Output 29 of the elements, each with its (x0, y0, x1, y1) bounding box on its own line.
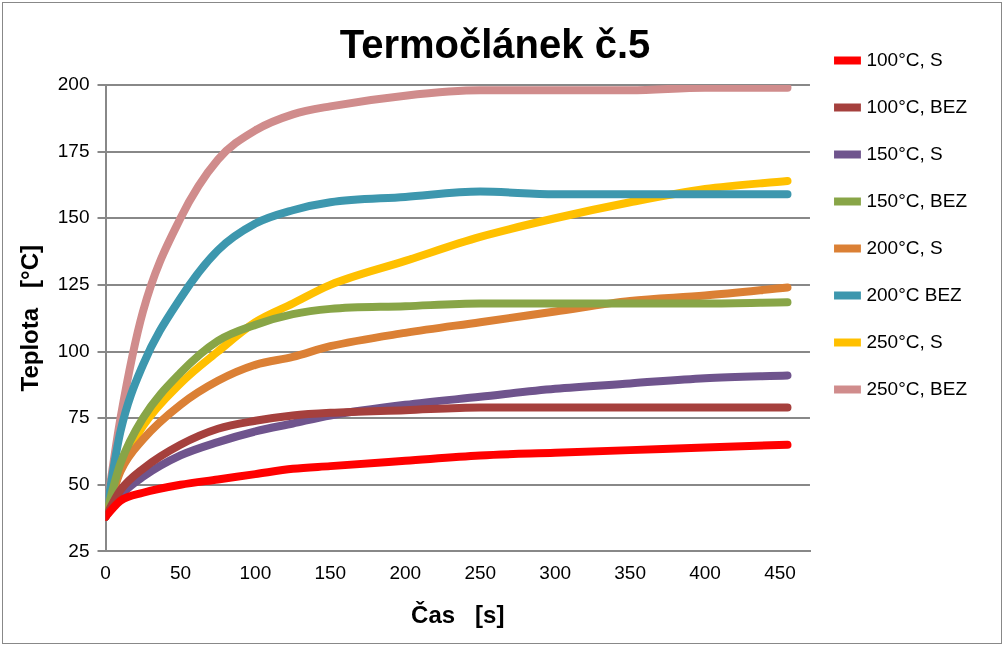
x-tick-label: 400 (689, 562, 721, 584)
legend-label: 200°C, S (866, 236, 943, 258)
legend-label: 150°C, BEZ (866, 189, 968, 211)
x-tick-label: 50 (169, 562, 192, 584)
x-tick-label: 300 (539, 562, 572, 584)
y-tick-label: 50 (68, 473, 90, 495)
x-tick-label: 450 (764, 562, 796, 584)
x-tick-label: 350 (614, 562, 646, 584)
legend-label: 250°C, S (866, 330, 943, 352)
legend-label: 100°C, BEZ (866, 95, 968, 117)
x-axis-title: Čas [s] (411, 601, 505, 629)
y-tick-label: 175 (57, 139, 90, 161)
x-tick-label: 0 (100, 562, 111, 584)
y-tick-label: 200 (57, 73, 90, 95)
y-tick-label: 100 (57, 339, 90, 361)
y-tick-label: 125 (57, 273, 90, 295)
x-tick-label: 100 (239, 562, 272, 584)
y-tick-label: 25 (68, 539, 90, 561)
x-tick-label: 200 (389, 562, 422, 584)
x-tick-label: 250 (464, 562, 497, 584)
y-tick-label: 75 (68, 406, 90, 428)
legend-label: 150°C, S (866, 142, 943, 164)
legend-label: 200°C BEZ (866, 283, 963, 305)
y-axis-title: Teplota [°C] (16, 244, 44, 392)
y-tick-label: 150 (57, 206, 90, 228)
legend-label: 100°C, S (866, 48, 943, 70)
x-tick-label: 150 (314, 562, 347, 584)
chart-title: Termočlánek č.5 (339, 22, 651, 67)
legend-label: 250°C, BEZ (866, 377, 968, 399)
